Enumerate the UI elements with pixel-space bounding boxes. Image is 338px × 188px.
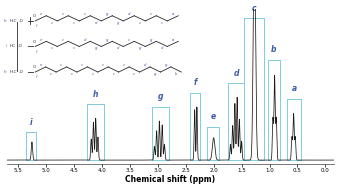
Text: e: e [211,112,216,121]
Text: a: a [292,84,297,93]
Text: b: b [271,45,277,54]
X-axis label: Chemical shift (ppm): Chemical shift (ppm) [125,175,215,184]
Text: g: g [158,92,163,102]
Text: f: f [193,78,197,87]
Text: c: c [251,5,256,14]
Text: d: d [233,69,239,78]
Text: i: i [30,118,33,127]
Text: h: h [92,90,98,99]
